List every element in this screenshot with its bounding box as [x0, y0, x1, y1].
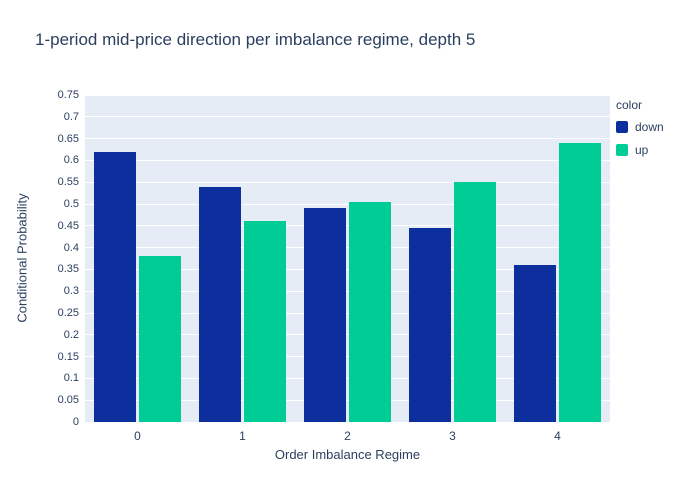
plot-area[interactable]	[85, 94, 610, 423]
gridline	[85, 377, 610, 379]
y-tick-label: 0.5	[63, 198, 79, 210]
bar-up-3[interactable]	[454, 182, 496, 422]
legend-items: down up	[616, 120, 664, 157]
bar-group-0	[85, 95, 190, 422]
bar-up-2[interactable]	[349, 201, 391, 422]
y-tick-label: 0.2	[63, 328, 79, 341]
y-tick-label: 0.45	[57, 219, 79, 232]
bar-up-1[interactable]	[244, 221, 286, 422]
gridline	[85, 247, 610, 249]
legend-item-up[interactable]: up	[616, 143, 664, 157]
y-tick-label: 0.15	[57, 350, 79, 363]
legend-swatch-down	[616, 121, 628, 133]
gridline	[85, 421, 610, 423]
bar-group-2	[295, 95, 400, 422]
gridline	[85, 138, 610, 140]
x-axis-title: Order Imbalance Regime	[274, 447, 421, 462]
y-tick-label: 0.3	[63, 285, 79, 298]
x-tick-label: 4	[554, 429, 561, 443]
y-tick-label: 0.35	[57, 263, 79, 276]
gridline	[85, 399, 610, 401]
bar-group-1	[190, 95, 295, 422]
y-tick-label: 0.7	[63, 110, 79, 123]
gridline	[85, 94, 610, 96]
x-tick-label: 1	[239, 429, 246, 443]
x-tick-label: 2	[344, 429, 351, 443]
legend-swatch-up	[616, 144, 628, 156]
x-tick-label: 3	[449, 429, 456, 443]
gridline	[85, 159, 610, 161]
chart-title: 1-period mid-price direction per imbalan…	[35, 30, 476, 49]
legend: color down up	[616, 98, 664, 166]
bar-up-4[interactable]	[559, 142, 601, 422]
bar-down-1[interactable]	[199, 186, 241, 422]
y-tick-label: 0.6	[63, 154, 79, 167]
gridline	[85, 312, 610, 314]
gridline	[85, 116, 610, 118]
gridline	[85, 268, 610, 270]
y-tick-label: 0.4	[63, 241, 79, 254]
bar-down-4[interactable]	[514, 265, 556, 422]
x-tick-label: 0	[134, 429, 141, 443]
gridline	[85, 356, 610, 358]
legend-label: down	[635, 120, 664, 134]
legend-item-down[interactable]: down	[616, 120, 664, 134]
bar-down-2[interactable]	[304, 208, 346, 422]
y-tick-label: 0	[72, 416, 79, 428]
gridline	[85, 290, 610, 292]
y-tick-label: 0.1	[63, 372, 79, 385]
bar-group-4	[505, 95, 610, 422]
gridline	[85, 203, 610, 205]
legend-label: up	[635, 143, 649, 157]
y-tick-label: 0.55	[57, 176, 79, 189]
bar-group-3	[400, 95, 505, 422]
bar-down-0[interactable]	[94, 151, 136, 422]
gridline	[85, 181, 610, 183]
bar-up-0[interactable]	[139, 256, 181, 422]
y-tick-label: 0.75	[57, 89, 79, 101]
gridline	[85, 334, 610, 336]
y-tick-label: 0.25	[57, 307, 79, 319]
y-tick-label: 0.05	[57, 394, 79, 407]
bar-down-3[interactable]	[409, 227, 451, 422]
y-axis-title: Conditional Probability	[14, 193, 30, 323]
gridline	[85, 225, 610, 227]
y-tick-label: 0.65	[57, 132, 79, 145]
legend-title: color	[616, 98, 643, 112]
